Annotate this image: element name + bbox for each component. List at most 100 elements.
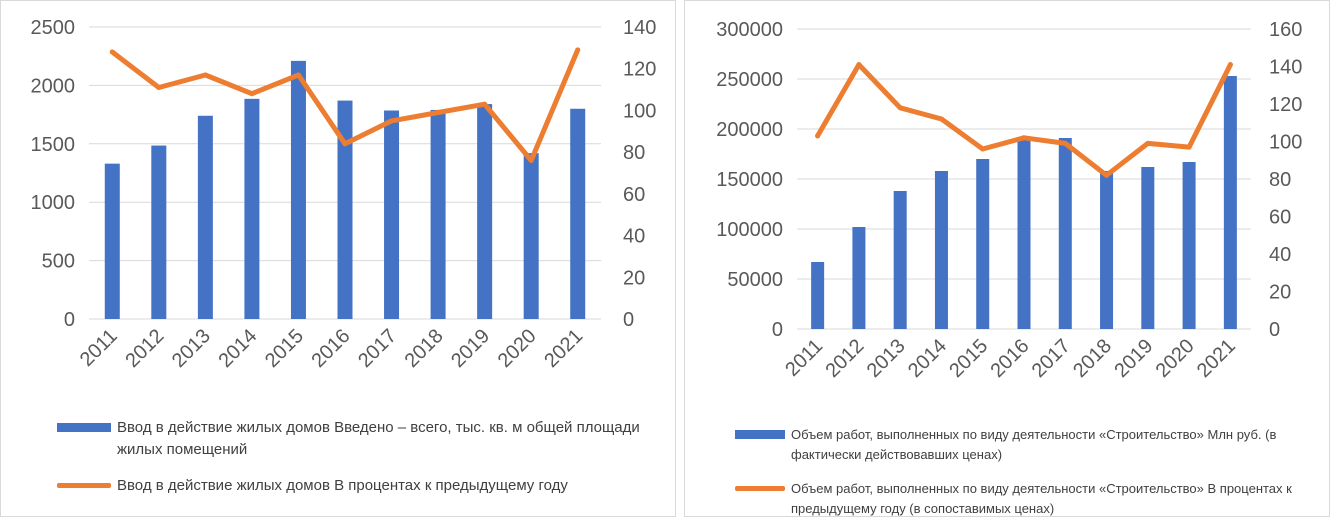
line-point-2021: [1227, 62, 1233, 68]
y-left-tick-label: 500: [42, 251, 75, 273]
line-point-2013: [897, 105, 903, 111]
bar-2011: [811, 262, 825, 329]
line-point-2020: [1186, 144, 1192, 150]
bar-2021: [570, 108, 586, 319]
line-point-2016: [1021, 135, 1027, 141]
x-tick-label: 2013: [863, 335, 910, 382]
bar-2014: [244, 98, 260, 319]
x-tick-label: 2021: [1193, 335, 1240, 382]
line-point-2011: [109, 49, 115, 55]
x-tick-label: 2017: [354, 325, 401, 372]
bar-2013: [197, 115, 213, 319]
bar-2016: [1017, 139, 1031, 329]
bar-2012: [852, 227, 866, 329]
y-left-tick-label: 0: [64, 309, 75, 331]
bar-2021: [1223, 76, 1237, 329]
y-left-tick-label: 50000: [727, 269, 783, 291]
bar-2015: [290, 60, 306, 319]
x-tick-label: 2018: [401, 325, 448, 372]
x-tick-label: 2019: [1110, 335, 1157, 382]
y-left-tick-label: 300000: [716, 19, 783, 41]
x-tick-label: 2012: [821, 335, 868, 382]
x-tick-label: 2020: [494, 325, 541, 372]
x-tick-label: 2011: [781, 335, 827, 381]
line-point-2017: [1062, 140, 1068, 146]
bar-2019: [477, 104, 493, 319]
line-point-2016: [342, 141, 348, 147]
y-left-tick-label: 2500: [31, 17, 76, 39]
line-point-2014: [249, 91, 255, 97]
chart-panel-construction: 0 50000 100000 150000 200000 250000 300000 0 20 4…: [684, 0, 1330, 517]
bar-2019: [1141, 167, 1155, 329]
legend-label-bar: Ввод в действие жилых домов Введено – вс…: [117, 419, 640, 458]
legend-housing: Ввод в действие жилых домов Введено – вс…: [57, 417, 657, 497]
line-point-2019: [1145, 140, 1151, 146]
y-right-tick-label: 0: [623, 309, 634, 331]
legend-swatch-bar: [57, 423, 111, 432]
y-left-tick-label: 1000: [31, 192, 76, 214]
x-tick-label: 2013: [168, 325, 215, 372]
y-left-tick-label: 1500: [31, 134, 76, 156]
bar-2016: [337, 100, 353, 319]
line-point-2012: [856, 62, 862, 68]
line-point-2021: [575, 47, 581, 53]
line-point-2020: [528, 157, 534, 163]
bar-2012: [151, 145, 167, 319]
legend-swatch-bar: [735, 430, 785, 439]
bar-2014: [934, 171, 948, 329]
y-left-tick-label: 150000: [716, 169, 783, 191]
y-right-tick-label: 40: [623, 226, 645, 248]
legend-label-bar: Объем работ, выполненных по виду деятель…: [791, 427, 1277, 462]
y-right-tick-label: 80: [623, 142, 645, 164]
bar-2017: [1058, 138, 1072, 329]
legend-item-line: Ввод в действие жилых домов В процентах …: [57, 475, 657, 497]
y-left-tick-label: 0: [772, 319, 783, 341]
y-left-tick-label: 250000: [716, 69, 783, 91]
line-point-2015: [980, 146, 986, 152]
y-right-tick-label: 0: [1269, 319, 1280, 341]
x-tick-label: 2018: [1069, 335, 1116, 382]
x-tick-label: 2021: [540, 325, 587, 372]
y-right-tick-label: 20: [623, 267, 645, 289]
y-right-tick-label: 160: [1269, 19, 1302, 41]
chart-panel-housing: 0 500 1000 1500 2000 2500 0 20 40 60 80 100 120 140 20…: [0, 0, 676, 517]
y-right-tick-label: 140: [623, 17, 656, 39]
bar-2017: [384, 110, 400, 320]
line-point-2015: [295, 72, 301, 78]
x-tick-label: 2016: [987, 335, 1034, 382]
legend-swatch-line: [57, 483, 111, 488]
line-point-2018: [1104, 172, 1110, 178]
legend-label-line: Объем работ, выполненных по виду деятель…: [791, 481, 1292, 516]
bar-2013: [893, 191, 907, 329]
legend-construction: Объем работ, выполненных по виду деятель…: [735, 425, 1315, 519]
x-tick-label: 2017: [1028, 335, 1075, 382]
x-tick-label: 2014: [904, 335, 951, 382]
y-right-tick-label: 60: [1269, 207, 1291, 229]
bar-2011: [104, 163, 120, 319]
line-point-2011: [815, 133, 821, 139]
bar-2020: [1182, 162, 1196, 329]
x-tick-label: 2012: [121, 325, 168, 372]
y-left-tick-label: 200000: [716, 119, 783, 141]
legend-item-line: Объем работ, выполненных по виду деятель…: [735, 479, 1315, 519]
legend-item-bar: Объем работ, выполненных по виду деятель…: [735, 425, 1315, 465]
y-right-tick-label: 40: [1269, 244, 1291, 266]
y-right-tick-label: 80: [1269, 169, 1291, 191]
line-point-2019: [482, 101, 488, 107]
bar-2018: [430, 109, 446, 319]
chart-housing-plot: 0 500 1000 1500 2000 2500 0 20 40 60 80 100 120 140 20…: [31, 17, 657, 372]
y-right-tick-label: 100: [623, 100, 656, 122]
x-tick-label: 2014: [214, 325, 261, 372]
y-right-tick-label: 140: [1269, 57, 1302, 79]
x-tick-label: 2020: [1152, 335, 1199, 382]
legend-label-line: Ввод в действие жилых домов В процентах …: [117, 477, 568, 494]
bar-2018: [1100, 171, 1114, 329]
line-point-2014: [938, 116, 944, 122]
legend-swatch-line: [735, 486, 785, 491]
line-point-2012: [156, 84, 162, 90]
x-tick-label: 2016: [308, 325, 355, 372]
x-tick-label: 2011: [76, 325, 122, 371]
line-point-2017: [389, 118, 395, 124]
x-tick-label: 2015: [261, 325, 308, 372]
y-left-tick-label: 2000: [31, 75, 76, 97]
